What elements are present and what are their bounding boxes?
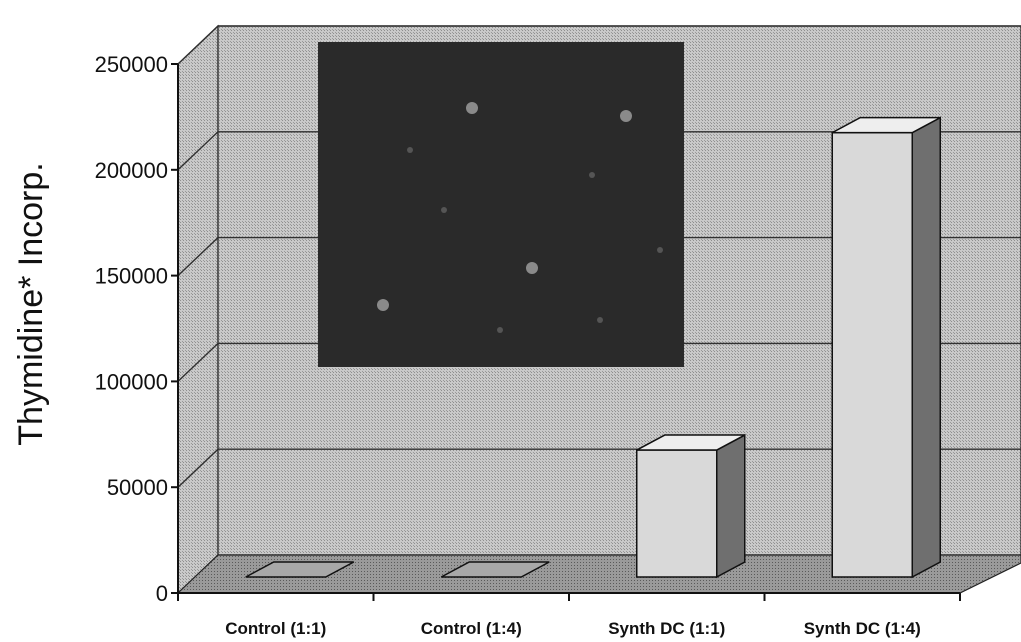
x-axis: Control (1:1) Control (1:4) Synth DC (1:1)… [178,593,960,638]
inset-spot [497,327,503,333]
bar-side [717,435,745,577]
inset-spot [407,147,413,153]
inset-spot [589,172,595,178]
inset-spot [597,317,603,323]
bar-front [832,133,912,577]
bar-front [637,450,717,577]
x-tick-label: Control (1:4) [421,619,522,638]
inset-spot [377,299,389,311]
y-tick-label: 100000 [95,369,168,394]
y-axis: 0 50000 100000 150000 200000 250000 [95,52,178,606]
y-tick-label: 150000 [95,264,168,289]
inset-spot [441,207,447,213]
y-tick-label: 200000 [95,158,168,183]
inset-spot [620,110,632,122]
x-tick-label: Synth DC (1:4) [804,619,921,638]
y-tick-label: 0 [156,581,168,606]
inset-spot [526,262,538,274]
inset-micrograph [318,42,684,367]
inset-image [318,42,684,367]
bar [832,118,940,577]
bar [637,435,745,577]
x-tick-label: Synth DC (1:1) [608,619,725,638]
y-axis-title: Thymidine* Incorp. [12,162,50,445]
inset-spot [657,247,663,253]
x-tick-label: Control (1:1) [225,619,326,638]
left-wall [178,26,218,593]
y-tick-label: 50000 [107,475,168,500]
bar-side [912,118,940,577]
y-tick-label: 250000 [95,52,168,77]
inset-spot [466,102,478,114]
